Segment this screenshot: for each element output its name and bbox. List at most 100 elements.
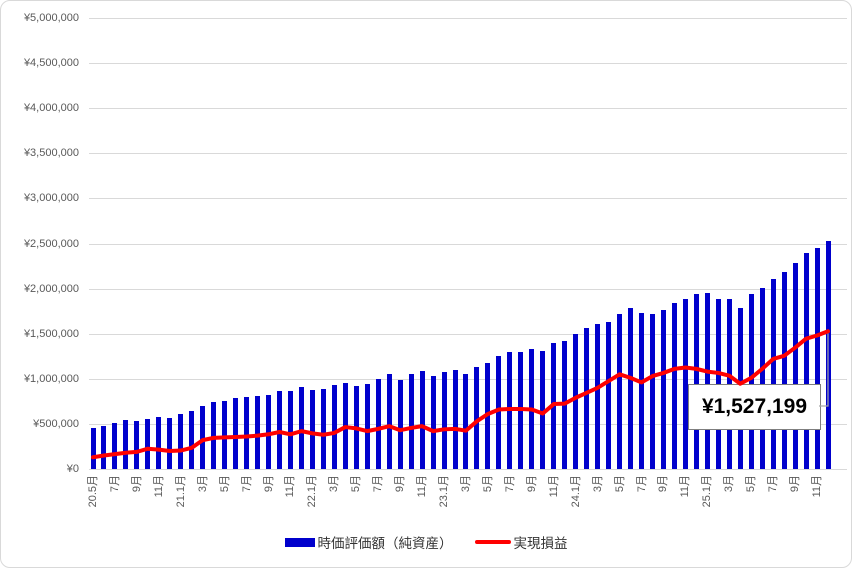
line-swatch-icon <box>474 540 511 544</box>
bar <box>814 248 820 469</box>
bar <box>309 389 315 469</box>
bar <box>156 416 162 469</box>
x-tick-label: 7月 <box>635 475 648 493</box>
x-tick-label: 7月 <box>372 475 385 493</box>
y-tick-label: ¥3,000,000 <box>23 192 79 205</box>
bar <box>233 397 239 469</box>
y-tick-label: ¥4,000,000 <box>23 102 79 115</box>
x-tick-label: 11月 <box>679 475 692 498</box>
bar <box>770 278 776 469</box>
x-tick-label: 11月 <box>152 475 165 498</box>
bar <box>781 272 787 469</box>
y-tick-label: ¥1,000,000 <box>23 372 79 385</box>
bar <box>463 373 469 469</box>
bar-swatch-icon <box>284 537 315 547</box>
x-tick-label: 9月 <box>262 475 275 493</box>
bar <box>266 395 272 469</box>
y-tick-label: ¥2,500,000 <box>23 237 79 250</box>
legend-item-realized-pl: 実現損益 <box>474 532 568 552</box>
x-tick-label: 11月 <box>416 475 429 498</box>
x-tick-label: 11月 <box>547 475 560 498</box>
x-tick-label: 5月 <box>613 475 626 493</box>
bar <box>606 321 612 469</box>
bar <box>649 313 655 469</box>
x-tick-label: 7月 <box>108 475 121 493</box>
bar <box>584 327 590 469</box>
x-tick-label: 11月 <box>811 475 824 498</box>
gridline <box>89 333 847 335</box>
bar <box>178 413 184 469</box>
bar <box>704 293 710 469</box>
bar <box>287 390 293 469</box>
bar <box>825 240 831 469</box>
bar <box>496 355 502 469</box>
y-tick-label: ¥4,500,000 <box>23 57 79 70</box>
x-tick-label: 7月 <box>240 475 253 493</box>
x-tick-label: 24.1月 <box>569 475 582 508</box>
bar <box>353 386 359 469</box>
bar <box>200 405 206 469</box>
bar <box>397 379 403 469</box>
bar <box>386 373 392 469</box>
x-tick-label: 7月 <box>503 475 516 493</box>
bar <box>540 350 546 469</box>
legend-label-market-value: 時価評価額（純資産） <box>317 536 453 551</box>
bar <box>375 378 381 469</box>
x-tick-label: 3月 <box>723 475 736 493</box>
data-label-callout: ¥1,527,199 <box>688 384 821 430</box>
x-tick-label: 5月 <box>481 475 494 493</box>
bar <box>748 294 754 469</box>
bar <box>639 312 644 469</box>
x-tick-label: 5月 <box>745 475 758 493</box>
y-tick-label: ¥0 <box>66 463 79 475</box>
bar <box>573 333 579 469</box>
gridline <box>89 108 847 110</box>
bar <box>803 252 809 469</box>
bar <box>759 287 765 469</box>
x-tick-label: 9月 <box>657 475 670 493</box>
gridline <box>89 18 847 19</box>
bar <box>595 323 601 469</box>
x-tick-label: 3月 <box>328 475 341 493</box>
x-tick-label: 7月 <box>767 475 780 493</box>
x-tick-label: 9月 <box>789 475 802 493</box>
y-tick-label: ¥5,000,000 <box>23 12 79 24</box>
x-tick-label: 3月 <box>196 475 209 493</box>
y-tick-label: ¥2,000,000 <box>23 282 79 295</box>
bar <box>551 342 557 469</box>
bar <box>628 307 634 469</box>
bar <box>101 425 107 469</box>
legend: 時価評価額（純資産） 実現損益 <box>1 532 851 552</box>
legend-item-market-value: 時価評価額（純資産） <box>284 532 453 552</box>
gridline <box>89 63 847 65</box>
x-tick-label: 25.1月 <box>701 475 714 508</box>
bar <box>342 382 348 469</box>
bar <box>529 348 535 469</box>
x-tick-label: 20.5月 <box>87 475 99 508</box>
gridline <box>89 469 847 470</box>
bar <box>255 395 261 469</box>
x-tick-label: 5月 <box>350 475 363 493</box>
x-tick-label: 3月 <box>591 475 604 493</box>
bar <box>320 388 326 469</box>
bar <box>364 383 370 469</box>
gridline <box>89 243 847 245</box>
bar <box>211 401 217 469</box>
bar <box>408 373 414 469</box>
x-tick-label: 3月 <box>459 475 472 493</box>
bar <box>189 410 195 469</box>
bar <box>134 420 140 469</box>
bar <box>419 370 425 469</box>
bar <box>222 400 228 469</box>
bar <box>485 362 491 469</box>
gridline <box>89 288 847 290</box>
y-tick-label: ¥500,000 <box>33 417 79 430</box>
bar <box>660 309 666 469</box>
bar <box>167 418 173 469</box>
legend-label-realized-pl: 実現損益 <box>513 536 568 551</box>
bar <box>430 375 436 469</box>
bar <box>244 396 250 469</box>
bar <box>474 366 480 469</box>
bar <box>441 372 447 469</box>
